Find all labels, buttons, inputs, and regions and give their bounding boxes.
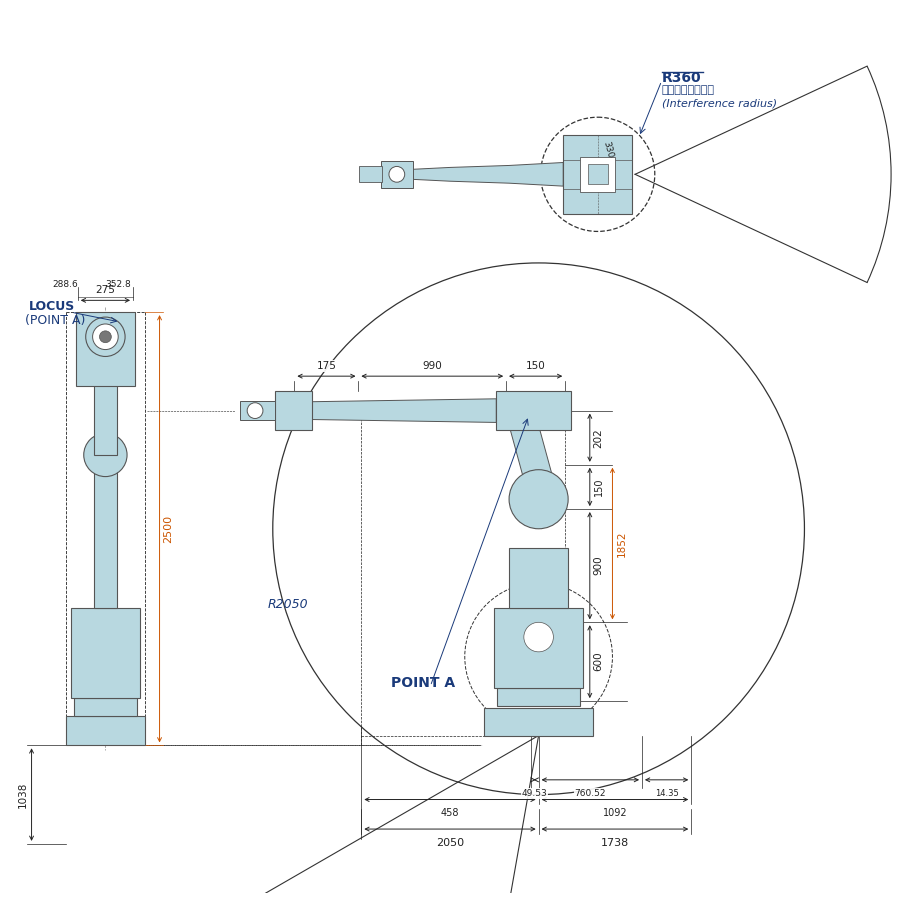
Text: R2050: R2050	[268, 598, 309, 610]
Bar	[359, 166, 382, 182]
Bar	[71, 608, 140, 698]
Polygon shape	[310, 399, 496, 422]
Text: 1852: 1852	[616, 530, 626, 557]
Bar	[496, 391, 572, 430]
Bar	[588, 165, 608, 184]
Bar	[563, 135, 632, 213]
Text: 1038: 1038	[18, 781, 28, 808]
Circle shape	[100, 331, 112, 343]
Text: 760.52: 760.52	[574, 788, 606, 797]
Bar	[76, 312, 135, 386]
Text: 990: 990	[422, 361, 442, 371]
Bar	[498, 688, 580, 706]
Text: R360: R360	[662, 71, 701, 85]
Bar	[509, 548, 568, 608]
Text: 458: 458	[441, 808, 459, 818]
Text: 1738: 1738	[601, 838, 629, 848]
Text: 600: 600	[594, 652, 604, 671]
Text: 275: 275	[95, 285, 115, 295]
Circle shape	[509, 470, 568, 529]
Text: 49.53: 49.53	[522, 788, 547, 797]
Bar	[381, 160, 412, 188]
Text: 288.6: 288.6	[52, 280, 77, 289]
Text: (POINT A): (POINT A)	[24, 314, 85, 327]
Text: 330: 330	[601, 140, 614, 159]
Bar	[494, 608, 583, 688]
Text: （旋回干涉半径）: （旋回干涉半径）	[662, 85, 715, 94]
Text: 2050: 2050	[436, 838, 464, 848]
Circle shape	[86, 317, 125, 356]
Bar	[484, 708, 593, 735]
Text: (Interference radius): (Interference radius)	[662, 98, 777, 109]
Text: 2500: 2500	[164, 515, 174, 543]
Bar	[66, 716, 145, 745]
Text: 150: 150	[526, 361, 545, 371]
Bar	[94, 460, 117, 608]
Bar	[274, 391, 312, 430]
Text: 14.35: 14.35	[654, 788, 679, 797]
Text: LOCUS: LOCUS	[29, 301, 75, 313]
Bar	[580, 157, 616, 192]
Bar	[74, 698, 137, 716]
Text: 1092: 1092	[603, 808, 627, 818]
Text: POINT A: POINT A	[391, 677, 455, 690]
Polygon shape	[410, 163, 563, 186]
Circle shape	[84, 433, 127, 477]
Circle shape	[524, 622, 554, 652]
Text: 352.8: 352.8	[105, 280, 131, 289]
Text: 202: 202	[594, 428, 604, 447]
Polygon shape	[509, 426, 554, 480]
Bar	[94, 342, 117, 454]
Circle shape	[248, 402, 263, 418]
Bar	[240, 400, 274, 420]
Text: 900: 900	[594, 556, 604, 575]
Text: 175: 175	[317, 361, 337, 371]
Circle shape	[93, 324, 118, 349]
Text: 150: 150	[594, 478, 604, 496]
Circle shape	[389, 166, 405, 182]
